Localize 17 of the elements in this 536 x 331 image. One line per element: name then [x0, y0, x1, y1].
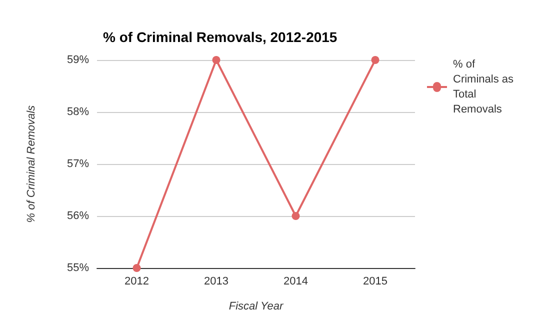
y-axis-title: % of Criminal Removals [26, 104, 38, 223]
point [212, 56, 220, 64]
y-tick-label: 58% [66, 106, 90, 118]
x-tick-label: 2015 [363, 276, 388, 288]
x-tick-label: 2012 [124, 276, 149, 288]
y-tick-label: 56% [66, 210, 90, 222]
y-tick-label: 55% [66, 262, 90, 274]
legend-label: % of Criminals as Total Removals [453, 58, 517, 116]
chart-title: % of Criminal Removals, 2012-2015 [103, 29, 338, 45]
x-tick-label: 2013 [204, 276, 228, 288]
point [132, 264, 141, 272]
point [292, 212, 300, 220]
x-tick-label: 2014 [284, 276, 308, 288]
y-tick-label: 57% [66, 158, 90, 170]
x-axis-title: Fiscal Year [228, 300, 284, 312]
y-tick-label: 59% [66, 54, 90, 66]
point [371, 56, 380, 64]
